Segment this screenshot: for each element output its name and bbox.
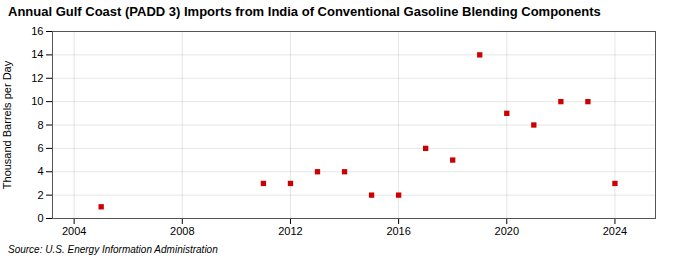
svg-text:12: 12 [31,72,43,84]
svg-text:0: 0 [37,212,43,224]
svg-text:2020: 2020 [495,225,519,237]
html-text:Annual Gulf Coast (PADD 3) Imp: Annual Gulf Coast (PADD 3) Imports from … [8,4,601,19]
svg-text:6: 6 [37,142,43,154]
html-text:Source: U.S. Energy Informatio: Source: U.S. Energy Information Administ… [8,244,218,255]
svg-text:2: 2 [37,189,43,201]
svg-text:2016: 2016 [386,225,410,237]
svg-text:16: 16 [31,25,43,37]
svg-text:2004: 2004 [62,225,86,237]
svg-text:2024: 2024 [603,225,627,237]
svg-text:10: 10 [31,95,43,107]
svg-text:2012: 2012 [278,225,302,237]
svg-text:4: 4 [37,165,43,177]
svg-text:Thousand Barrels per Day: Thousand Barrels per Day [1,60,13,189]
svg-text:8: 8 [37,119,43,131]
svg-text:14: 14 [31,48,43,60]
svg-text:2008: 2008 [170,225,194,237]
